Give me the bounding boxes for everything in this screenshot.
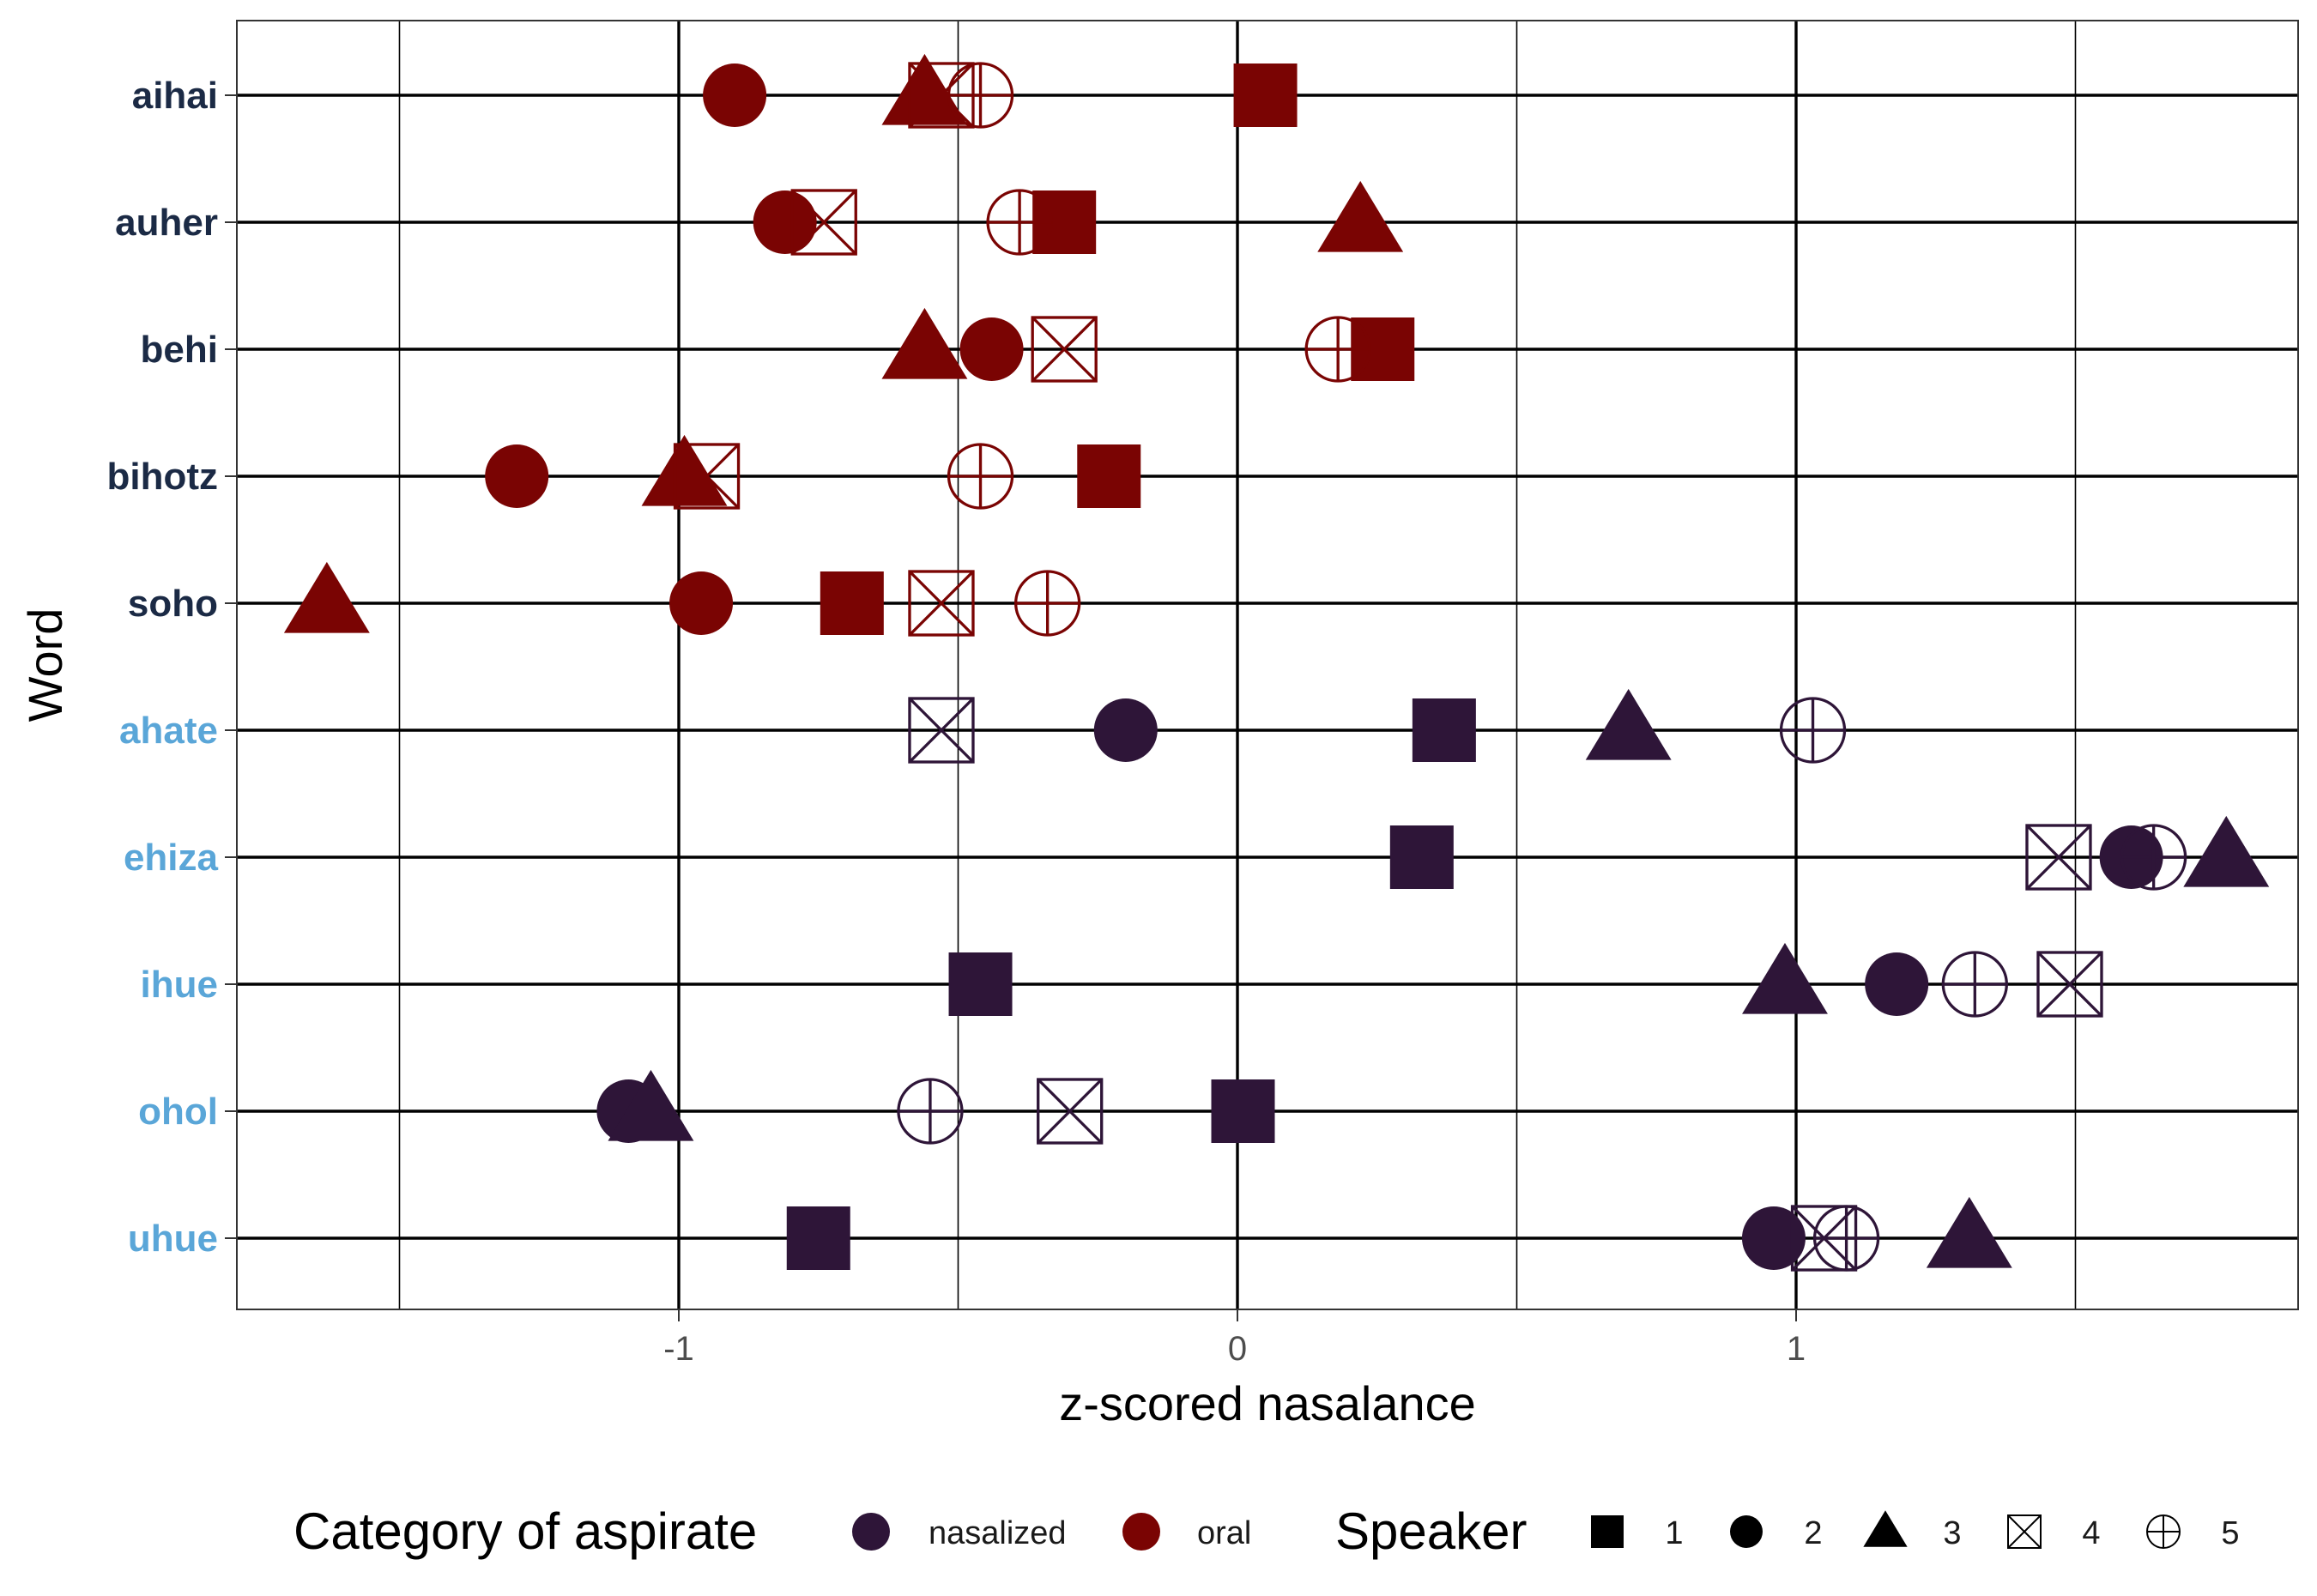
word-label-bihotz: bihotz — [106, 456, 218, 498]
point-speaker-2-ihue — [1865, 952, 1929, 1016]
legend-key-nasalized — [852, 1513, 890, 1551]
point-speaker-2-bihotz — [485, 444, 549, 508]
point-speaker-1-ehiza — [1389, 825, 1454, 889]
point-speaker-5-ehiza — [2120, 824, 2187, 891]
word-label-uhue: uhue — [128, 1218, 218, 1260]
point-speaker-5-behi — [1304, 316, 1371, 383]
point-speaker-4-bihotz — [673, 443, 741, 510]
x-tick-labels: -1 0 1 — [663, 1330, 1806, 1368]
point-speaker-3-ahate — [1585, 688, 1672, 760]
point-speaker-3-ohol — [608, 1069, 694, 1141]
word-label-aihai: aihai — [132, 75, 218, 117]
point-speaker-4-ehiza — [2025, 824, 2092, 891]
point-speaker-2-uhue — [1741, 1206, 1806, 1270]
point-speaker-1-ihue — [948, 952, 1013, 1016]
word-label-soho: soho — [128, 583, 218, 625]
point-speaker-4-auher — [790, 189, 857, 256]
point-speaker-5-auher — [986, 189, 1053, 256]
point-speaker-5-ahate — [1779, 697, 1847, 764]
legend-label-speaker-1: 1 — [1665, 1515, 1683, 1551]
point-speaker-1-uhue — [786, 1206, 850, 1270]
point-speaker-1-ohol — [1211, 1079, 1275, 1143]
x-tick-label: 1 — [1787, 1330, 1806, 1368]
point-speaker-4-behi — [1031, 316, 1098, 383]
point-speaker-5-bihotz — [947, 443, 1014, 510]
point-speaker-3-bihotz — [641, 434, 728, 506]
point-speaker-5-aihai — [947, 62, 1014, 129]
point-speaker-3-behi — [881, 307, 968, 379]
y-axis-title: Word — [18, 608, 72, 722]
word-label-ahate: ahate — [119, 710, 218, 752]
legend-label-speaker-2: 2 — [1804, 1515, 1822, 1551]
point-speaker-1-bihotz — [1077, 444, 1141, 508]
legend-title-speaker: Speaker — [1335, 1502, 1527, 1560]
point-speaker-2-behi — [959, 317, 1024, 381]
x-axis-title: z-scored nasalance — [1059, 1376, 1476, 1430]
point-speaker-4-ahate — [908, 697, 975, 764]
data-points — [283, 53, 2270, 1272]
legend-label-speaker-3: 3 — [1943, 1515, 1961, 1551]
point-speaker-1-ahate — [1412, 698, 1476, 762]
point-speaker-2-auher — [753, 190, 817, 254]
point-speaker-4-soho — [908, 570, 975, 637]
point-speaker-5-ihue — [1941, 951, 2008, 1018]
legend-key-speaker-4 — [2007, 1514, 2042, 1549]
point-speaker-5-soho — [1013, 570, 1081, 637]
grid — [225, 21, 2298, 1321]
legend-key-speaker-3 — [1863, 1510, 1908, 1547]
point-speaker-1-aihai — [1233, 63, 1298, 127]
point-speaker-2-soho — [669, 571, 734, 635]
word-label-auher: auher — [115, 202, 218, 244]
point-speaker-3-auher — [1317, 180, 1404, 252]
word-label-ohol: ohol — [138, 1091, 218, 1133]
word-label-ehiza: ehiza — [124, 837, 219, 879]
x-tick-label: 0 — [1228, 1330, 1247, 1368]
word-label-ihue: ihue — [141, 964, 218, 1006]
legend-label-speaker-5: 5 — [2221, 1515, 2239, 1551]
legend-key-oral — [1122, 1513, 1160, 1551]
point-speaker-5-ohol — [897, 1078, 964, 1145]
point-speaker-2-ahate — [1093, 698, 1158, 762]
point-speaker-4-ohol — [1037, 1078, 1104, 1145]
legend-title-category: Category of aspirate — [293, 1502, 757, 1560]
word-label-behi: behi — [141, 329, 218, 371]
point-speaker-5-uhue — [1812, 1205, 1880, 1272]
point-speaker-3-ihue — [1742, 942, 1828, 1014]
legend-label-oral: oral — [1197, 1515, 1251, 1551]
point-speaker-4-ihue — [2036, 951, 2103, 1018]
legend-key-speaker-5 — [2146, 1514, 2181, 1549]
x-tick-label: -1 — [663, 1330, 694, 1368]
point-speaker-3-aihai — [881, 53, 968, 125]
legend-key-speaker-1 — [1591, 1515, 1624, 1548]
legend-label-speaker-4: 4 — [2082, 1515, 2100, 1551]
legend-label-nasalized: nasalized — [929, 1515, 1067, 1551]
point-speaker-3-soho — [283, 561, 370, 633]
point-speaker-1-soho — [820, 571, 884, 635]
plot-panel-border — [236, 20, 2299, 1310]
point-speaker-3-ehiza — [2183, 815, 2270, 887]
word-labels: aihai auher behi bihotz soho ahate ehiza ihue oh… — [106, 75, 218, 1260]
point-speaker-2-aihai — [703, 63, 767, 127]
legend-key-speaker-2 — [1730, 1515, 1763, 1548]
point-speaker-3-uhue — [1926, 1196, 2012, 1268]
legend: Category of aspirate nasalized oral Speaker… — [293, 1502, 2240, 1560]
